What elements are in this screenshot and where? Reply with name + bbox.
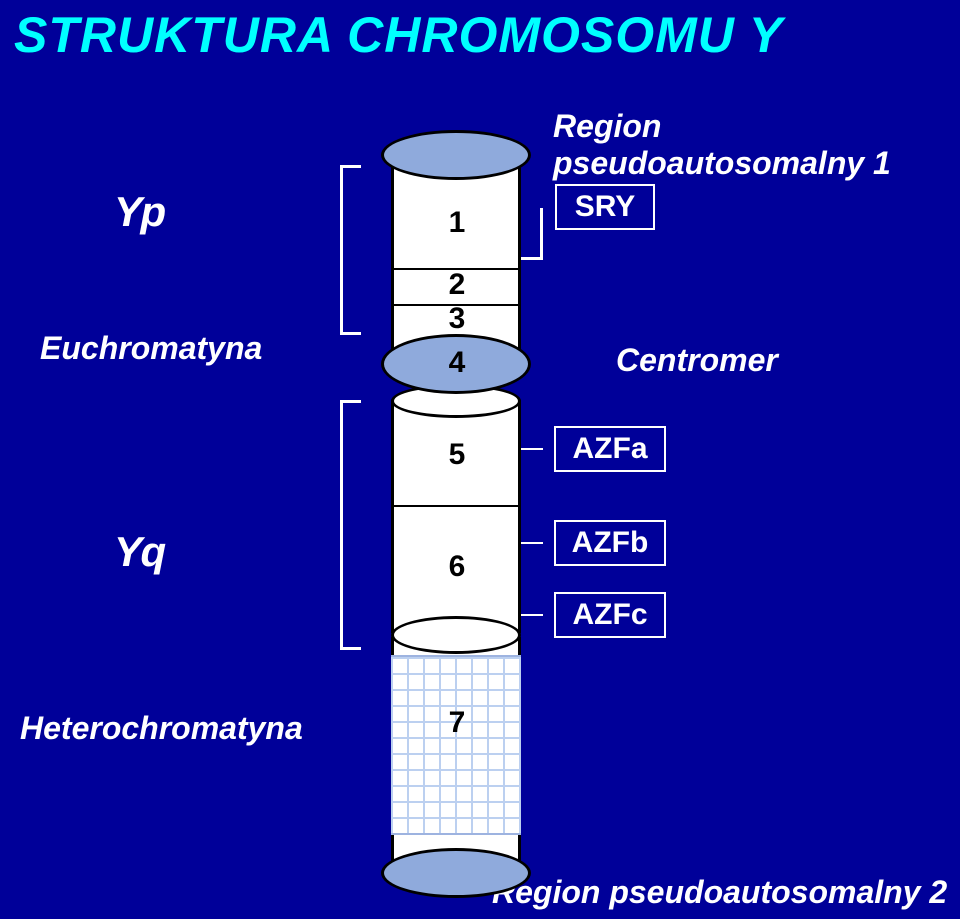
- label-centromer: Centromer: [616, 342, 778, 379]
- segment-7: 7: [442, 706, 472, 740]
- label-par1: Region pseudoautosomalny 1: [553, 108, 960, 182]
- segment-4: 4: [442, 346, 472, 380]
- label-yp: Yp: [114, 188, 166, 236]
- segment-2: 2: [442, 268, 472, 302]
- label-par2: Region pseudoautosomalny 2: [492, 874, 947, 911]
- page-title: STRUKTURA CHROMOSOMU Y: [14, 6, 783, 64]
- sry-box: SRY: [555, 184, 655, 230]
- label-euchromatin: Euchromatyna: [40, 330, 262, 367]
- band-divider-5-6: [391, 505, 521, 507]
- azfc-box: AZFc: [554, 592, 666, 638]
- segment-3: 3: [442, 302, 472, 336]
- sry-connector: [521, 208, 543, 260]
- par1-cap: [381, 130, 531, 180]
- azfb-connector: [521, 542, 543, 544]
- par2-cap: [381, 848, 531, 898]
- segment-5: 5: [442, 438, 472, 472]
- bracket-yq: [340, 400, 343, 650]
- segment-6: 6: [442, 550, 472, 584]
- label-heterochromatin: Heterochromatyna: [20, 710, 303, 747]
- azfc-connector: [521, 614, 543, 616]
- chromosome-q-euchromatin: [391, 400, 521, 633]
- bracket-yp: [340, 165, 343, 335]
- heterochromatin-hatch: [391, 655, 521, 835]
- label-yq: Yq: [114, 528, 166, 576]
- segment-1: 1: [442, 206, 472, 240]
- azfa-box: AZFa: [554, 426, 666, 472]
- q-arm-bottom-cap: [391, 616, 521, 654]
- azfa-connector: [521, 448, 543, 450]
- azfb-box: AZFb: [554, 520, 666, 566]
